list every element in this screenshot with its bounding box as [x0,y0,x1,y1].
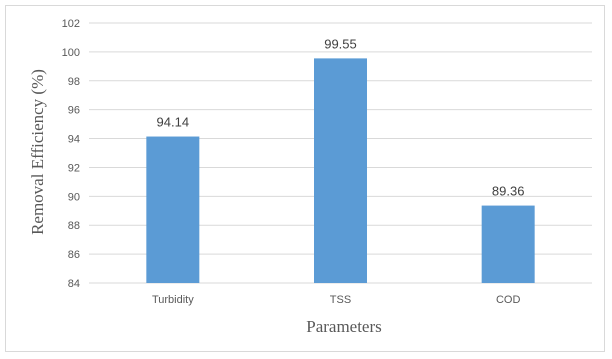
bar [314,58,367,284]
data-label: 99.55 [324,36,357,51]
x-axis-title: Parameters [306,317,382,336]
y-tick-labels: 84 86 88 90 92 94 96 98 100 102 [62,18,80,290]
x-tick-label: COD [496,294,521,306]
y-axis-title: Removal Efficiency (%) [28,69,47,235]
y-tick-label: 92 [68,162,80,174]
x-tick-label: TSS [330,294,351,306]
data-label: 94.14 [157,115,190,130]
y-tick-label: 86 [68,249,80,261]
chart-frame [5,5,605,352]
x-tick-labels: Turbidity TSS COD [152,294,520,306]
y-tick-label: 88 [68,220,80,232]
y-tick-label: 102 [62,18,80,30]
data-label: 89.36 [492,184,525,199]
y-tick-label: 96 [68,105,80,117]
bar [481,205,535,283]
bars [146,58,535,284]
y-tick-label: 98 [68,76,80,88]
y-tick-label: 100 [62,47,80,59]
x-tick-label: Turbidity [152,294,194,306]
data-labels: 94.14 99.55 89.36 [157,36,525,198]
y-tick-label: 90 [68,191,80,203]
bar [146,136,200,283]
y-tick-label: 94 [68,134,80,146]
y-tick-label: 84 [68,278,80,290]
